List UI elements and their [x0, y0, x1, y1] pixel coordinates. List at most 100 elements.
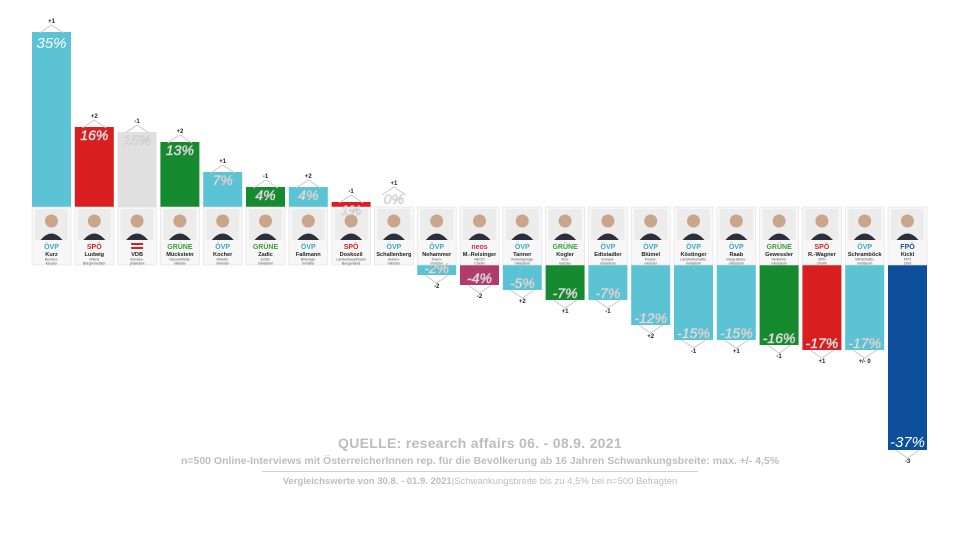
change-label: +1 [818, 359, 826, 365]
change-arrow [595, 299, 621, 309]
portrait-shoulders [425, 233, 448, 240]
party-logo: GRÜNE [766, 242, 792, 251]
politician-role: Bildungs- [301, 258, 317, 262]
value-label: -5% [510, 275, 535, 291]
politician-role: Arbeits- [217, 258, 230, 262]
politician-role: ministerin [729, 262, 744, 266]
party-logo: GRÜNE [552, 242, 578, 251]
politician-name: Kickl [901, 252, 915, 258]
change-arrow [510, 289, 535, 299]
change-label: +1 [48, 19, 56, 25]
bar[interactable] [631, 265, 671, 325]
labels-layer: 35% +1 16% +2 15% -1 13% +2 7% +1 4% -1 4% +2 1% -1 0% +1… [36, 19, 925, 465]
politician-role: Bundes- [45, 258, 59, 262]
bar[interactable] [674, 265, 713, 340]
bar[interactable] [802, 265, 842, 350]
party-logo: SPÖ [87, 242, 102, 251]
value-label: 13% [166, 142, 194, 158]
politician-role: Chef [904, 262, 912, 266]
bar[interactable] [288, 187, 328, 207]
party-logo: ÖVP [686, 242, 701, 251]
politician-role: NEOS [474, 258, 485, 262]
value-label: -2% [424, 260, 449, 276]
change-arrow [895, 449, 920, 459]
bar[interactable] [460, 265, 499, 285]
portrait-shoulders [340, 233, 363, 240]
bar[interactable] [417, 265, 457, 275]
change-label: -1 [348, 189, 354, 195]
change-label: -2 [434, 284, 440, 290]
party-logo: SPÖ [815, 242, 830, 251]
bar[interactable] [117, 132, 157, 207]
politician-role: präsident [130, 262, 145, 266]
portrait-head [815, 214, 829, 228]
politician-role: FPÖ [904, 258, 912, 262]
politician-name: Ludwig [85, 252, 105, 258]
value-label: -15% [677, 325, 710, 341]
portrait-head [601, 214, 615, 228]
party-logo: ÖVP [643, 242, 658, 251]
politician-role: Landwirtschafts- [680, 258, 707, 262]
portrait-head [558, 214, 572, 228]
portrait-head [858, 214, 872, 228]
bar[interactable] [716, 265, 756, 340]
politician-role: ministerin [515, 262, 530, 266]
bar[interactable] [545, 265, 585, 300]
flag-stripe-top [131, 243, 144, 245]
bar[interactable] [203, 172, 243, 207]
politician-role: Bundes- [130, 258, 144, 262]
politician-role: Landeshauptmann [336, 258, 366, 262]
bar[interactable] [888, 265, 927, 450]
change-label: -1 [776, 354, 782, 360]
value-label: -7% [595, 285, 620, 301]
politician-role: Chefin [474, 262, 484, 266]
change-arrow [724, 339, 749, 349]
politician-role: ministerin [857, 262, 872, 266]
change-arrow [253, 179, 278, 189]
change-arrow [552, 299, 578, 309]
politician-role: minister [430, 262, 443, 266]
politician-name: Köstinger [680, 252, 707, 258]
portrait-shoulders [810, 233, 833, 240]
value-label: 16% [80, 127, 108, 143]
bar[interactable] [759, 265, 799, 345]
politician-name: VDB [131, 252, 143, 258]
portrait-shoulders [468, 233, 491, 240]
portrait-cards-layer: ÖVPKurzBundes-kanzlerSPÖLudwigWiensBürge… [31, 206, 928, 266]
bar[interactable] [331, 202, 371, 207]
politician-role: Gesundheits- [169, 258, 191, 262]
bar[interactable] [588, 265, 628, 300]
portrait-shoulders [511, 233, 534, 240]
value-label: 0% [384, 191, 404, 207]
politician-role: Bürgermeister [83, 262, 106, 266]
change-arrow [766, 344, 792, 354]
change-arrow [296, 179, 321, 189]
bar[interactable] [246, 187, 285, 207]
bar[interactable] [74, 127, 114, 207]
change-label: +2 [519, 299, 527, 305]
portrait-shoulders [768, 233, 791, 240]
portrait-head [216, 214, 230, 228]
change-arrow [124, 124, 150, 134]
value-label: 7% [213, 172, 233, 188]
politician-role: ministerin [686, 262, 701, 266]
politician-name: Doskozil [340, 252, 363, 258]
change-label: -1 [691, 349, 697, 355]
politician-role: ministerin [771, 262, 786, 266]
bar[interactable] [845, 265, 885, 350]
bar[interactable] [32, 32, 71, 207]
value-label: -17% [806, 335, 839, 351]
change-label: +2 [305, 174, 313, 180]
politician-role: Finanz- [645, 258, 658, 262]
change-arrow [467, 284, 492, 294]
politician-role: Innen- [432, 258, 443, 262]
bar[interactable] [160, 142, 200, 207]
party-logo: GRÜNE [253, 242, 279, 251]
party-logo: ÖVP [44, 242, 59, 251]
politician-role: ministerin [258, 262, 273, 266]
bar[interactable] [502, 265, 542, 290]
portrait-shoulders [382, 233, 405, 240]
portrait-head [130, 214, 144, 228]
politician-name: Zadic [258, 252, 273, 258]
